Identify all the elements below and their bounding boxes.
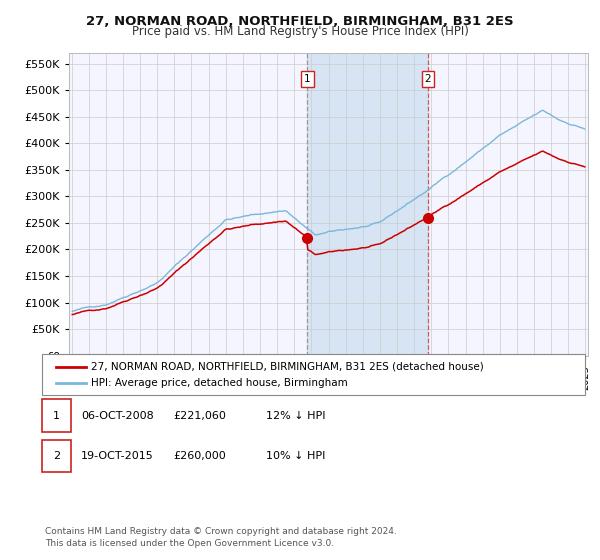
Text: 1: 1 bbox=[304, 74, 311, 84]
Text: 06-OCT-2008: 06-OCT-2008 bbox=[81, 410, 154, 421]
Text: 27, NORMAN ROAD, NORTHFIELD, BIRMINGHAM, B31 2ES (detached house): 27, NORMAN ROAD, NORTHFIELD, BIRMINGHAM,… bbox=[91, 362, 484, 372]
Text: £260,000: £260,000 bbox=[173, 451, 226, 461]
Text: 2: 2 bbox=[53, 451, 60, 461]
Text: 12% ↓ HPI: 12% ↓ HPI bbox=[266, 410, 325, 421]
Text: Contains HM Land Registry data © Crown copyright and database right 2024.
This d: Contains HM Land Registry data © Crown c… bbox=[45, 527, 397, 548]
Text: HPI: Average price, detached house, Birmingham: HPI: Average price, detached house, Birm… bbox=[91, 379, 347, 388]
Text: 27, NORMAN ROAD, NORTHFIELD, BIRMINGHAM, B31 2ES: 27, NORMAN ROAD, NORTHFIELD, BIRMINGHAM,… bbox=[86, 15, 514, 27]
Text: 10% ↓ HPI: 10% ↓ HPI bbox=[266, 451, 325, 461]
Text: 2: 2 bbox=[425, 74, 431, 84]
Text: 19-OCT-2015: 19-OCT-2015 bbox=[81, 451, 154, 461]
Text: £221,060: £221,060 bbox=[173, 410, 226, 421]
Text: Price paid vs. HM Land Registry's House Price Index (HPI): Price paid vs. HM Land Registry's House … bbox=[131, 25, 469, 38]
Text: 1: 1 bbox=[53, 410, 60, 421]
Bar bbox=[307, 53, 428, 356]
